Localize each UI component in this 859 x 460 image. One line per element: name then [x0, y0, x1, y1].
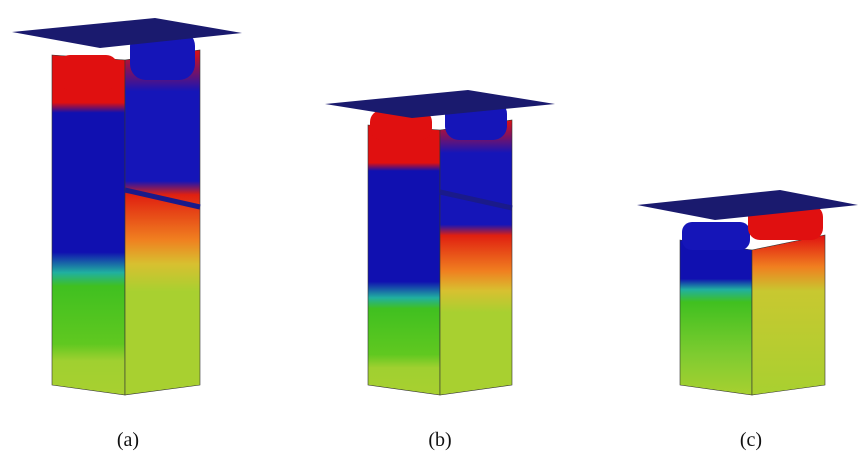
caption: (c) — [740, 429, 762, 451]
panel-a — [12, 18, 242, 395]
panel-c — [637, 190, 858, 395]
figure: (a) (b) (c) — [0, 0, 859, 460]
caption: (b) — [428, 429, 451, 451]
caption: (a) — [117, 429, 139, 451]
panel-b — [325, 90, 555, 395]
